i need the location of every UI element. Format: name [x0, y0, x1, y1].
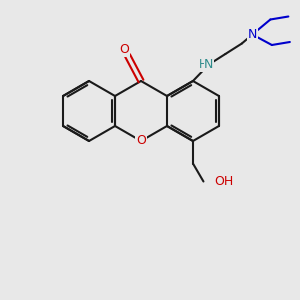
Text: OH: OH: [214, 175, 233, 188]
Text: H: H: [199, 58, 208, 71]
Text: N: N: [248, 28, 257, 41]
Text: O: O: [136, 134, 146, 148]
Text: O: O: [120, 43, 129, 56]
Text: N: N: [204, 58, 214, 71]
